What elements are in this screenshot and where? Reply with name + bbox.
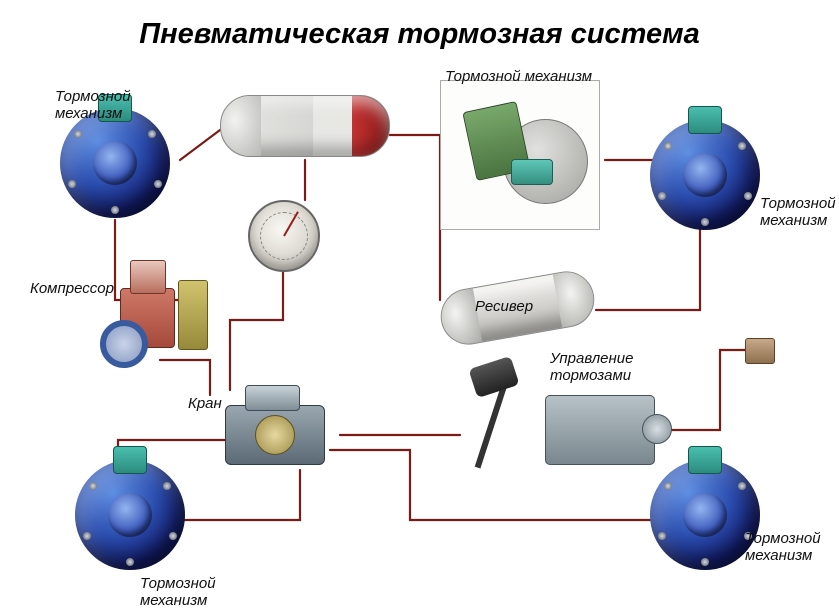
brake-valve (215, 385, 345, 485)
brake-actuator-icon (688, 106, 722, 134)
label-brake-bottom-left: Тормозной механизм (140, 575, 216, 610)
brake-mechanism-top-right (650, 120, 760, 230)
label-brake-controls: Управление тормозами (550, 350, 633, 385)
label-brake-mechanism-inset: Тормозной механизм (445, 68, 592, 85)
brake-actuator-icon (113, 446, 147, 474)
brake-mechanism-top-left (60, 108, 170, 218)
brake-actuator-icon (688, 446, 722, 474)
label-valve: Кран (188, 395, 222, 412)
brake-mechanism-detail-inset (440, 80, 600, 230)
brake-pedal (460, 370, 550, 480)
label-brake-top-right: Тормозной механизм (760, 195, 836, 230)
label-brake-top-left: Тормозной механизм (55, 88, 131, 123)
compressor-unit (100, 260, 210, 370)
air-tank-primary (220, 95, 390, 157)
brake-control-unit (545, 395, 655, 465)
label-receiver: Ресивер (475, 298, 533, 315)
pressure-gauge-icon (248, 200, 320, 272)
brake-mechanism-bottom-right (650, 460, 760, 570)
brake-mechanism-bottom-left (75, 460, 185, 570)
label-compressor: Компрессор (30, 280, 114, 297)
line-junction-icon (745, 338, 775, 364)
label-brake-bottom-right: Тормозной механизм (745, 530, 821, 565)
